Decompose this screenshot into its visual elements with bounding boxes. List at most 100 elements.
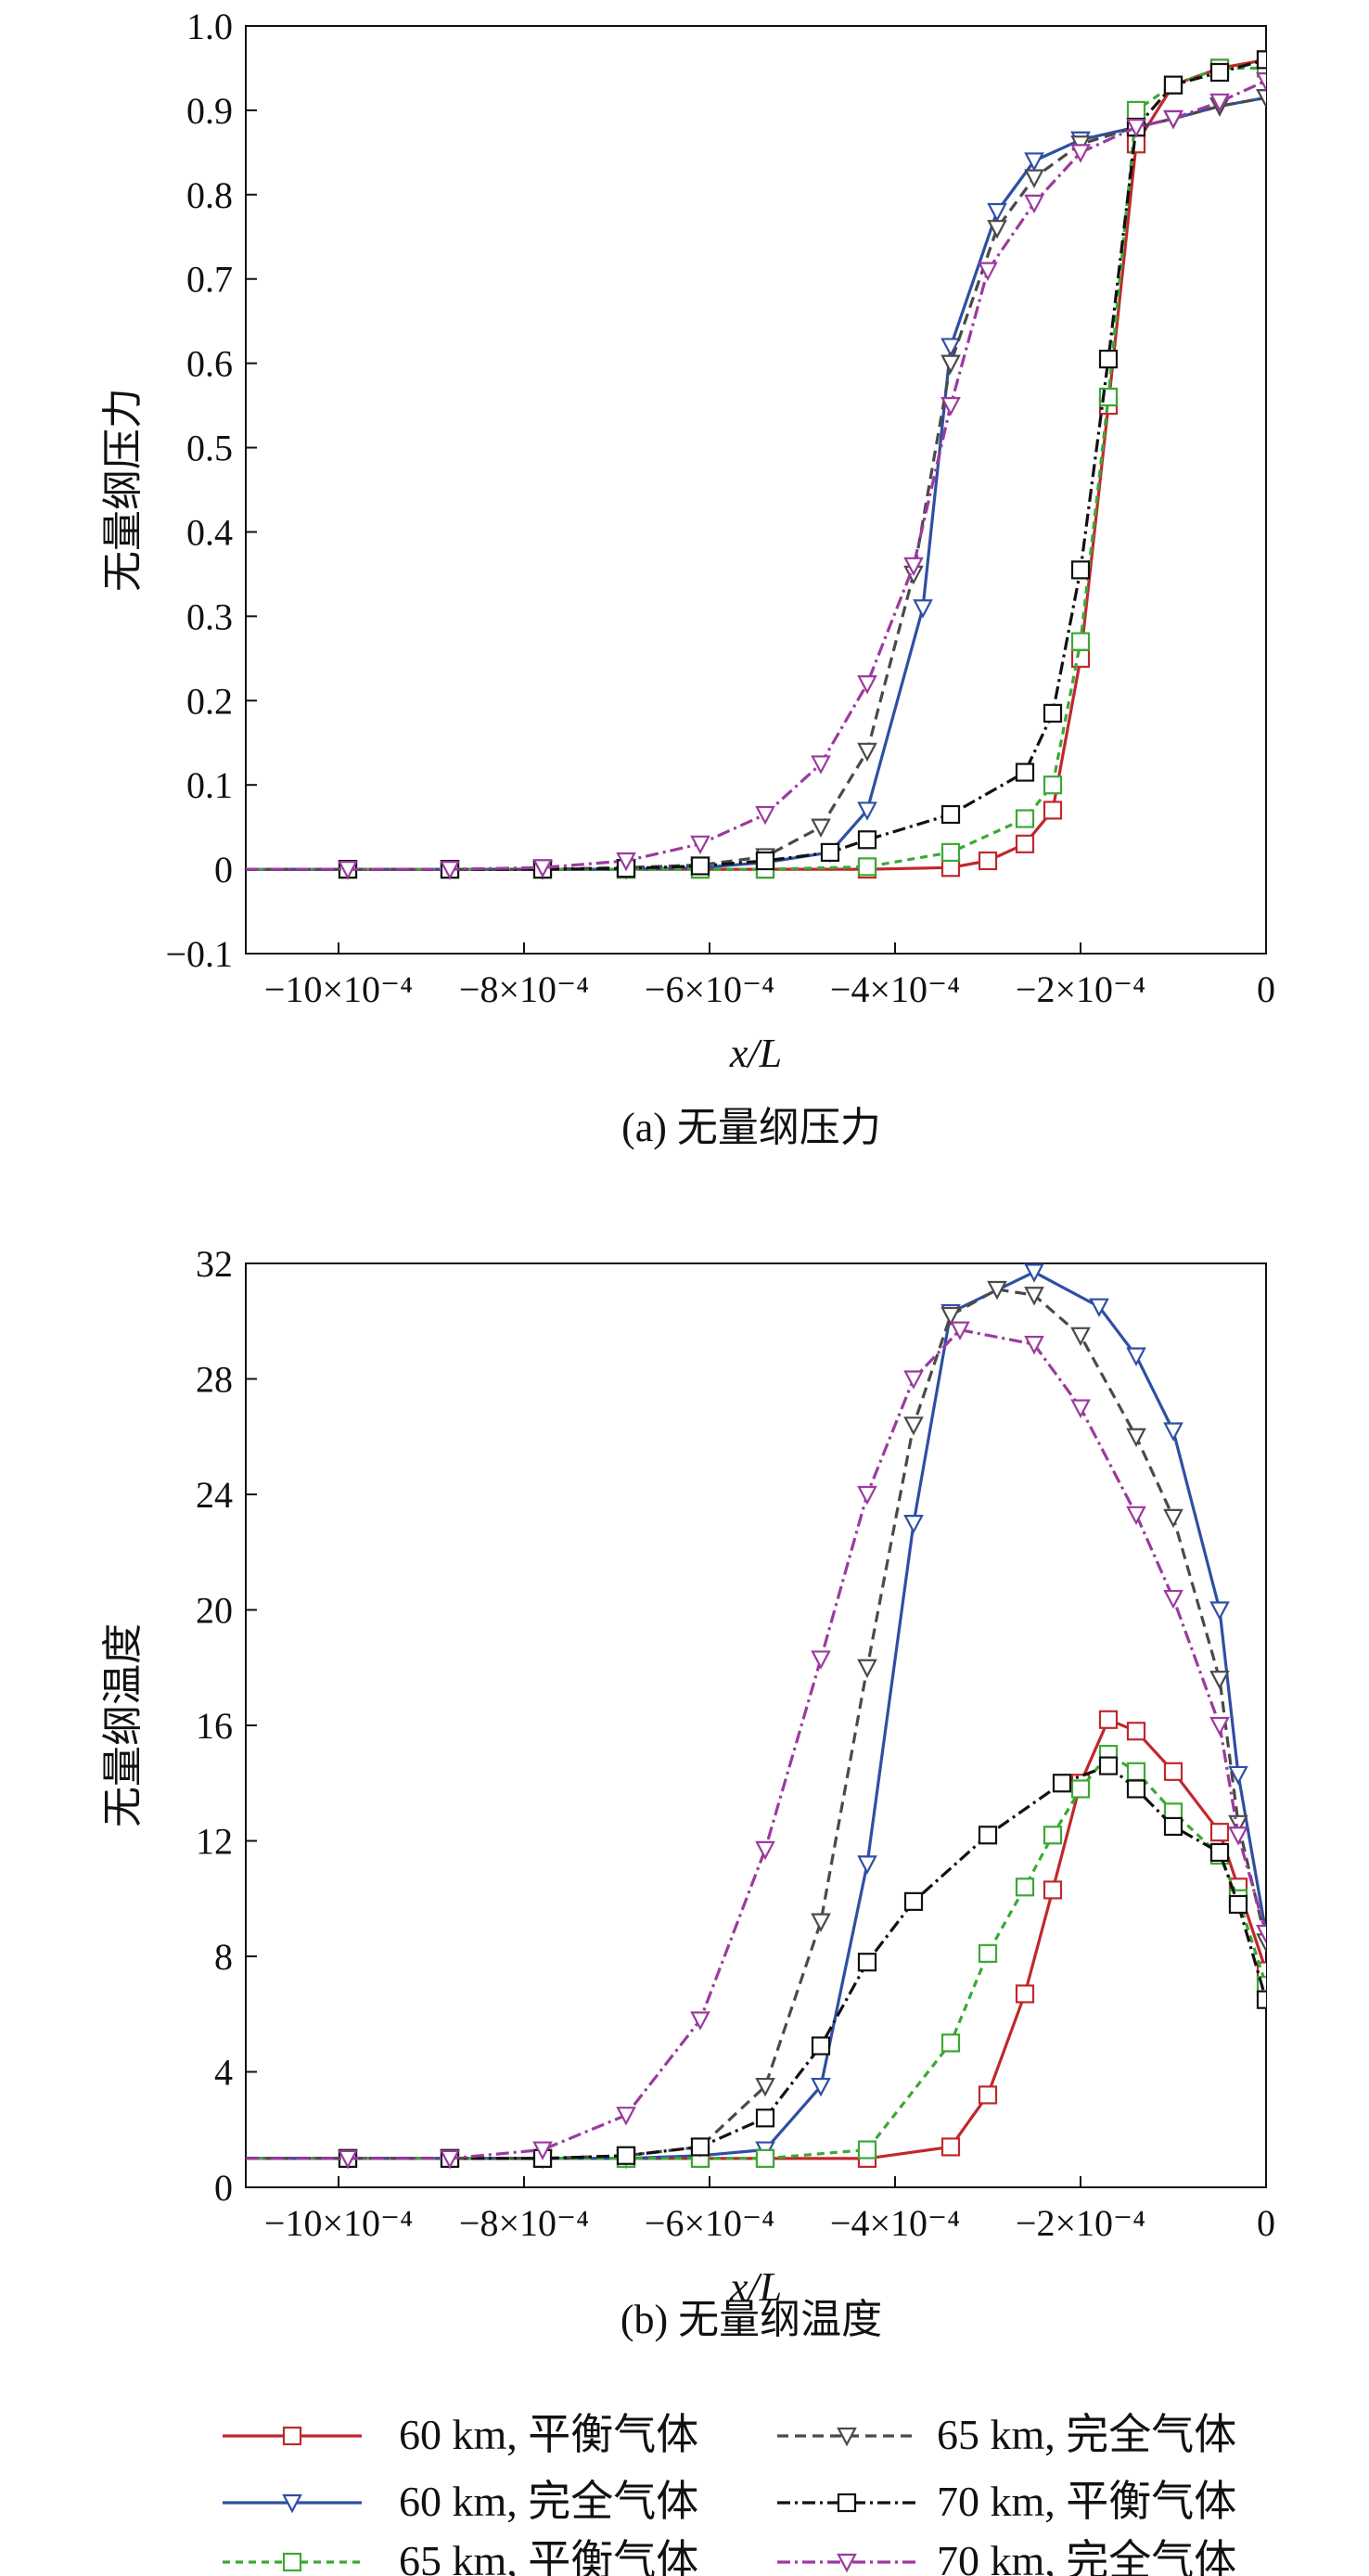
pressure-series-5-point (616, 852, 636, 872)
temperature-series-3-point (987, 1280, 1007, 1301)
temperature-series-5-point (1209, 1716, 1230, 1737)
temperature-series-5-point (338, 2149, 358, 2170)
temperature-series-4-point (1052, 1774, 1072, 1793)
legend-marker-2 (282, 2552, 302, 2572)
temperature-series-3-point (1163, 1508, 1183, 1529)
pressure-x-axis-label: x/L (729, 1031, 782, 1076)
temperature-y-tick-label: 0 (214, 2167, 233, 2209)
temperature-series-4-point (1098, 1756, 1119, 1775)
pressure-x-tick-label: −8×10⁻⁴ (459, 968, 589, 1010)
temperature-series-5-point (903, 1370, 924, 1390)
temperature-series-5-point (1256, 1925, 1266, 1944)
temperature-series-0-point (978, 2085, 998, 2105)
pressure-series-1-point (913, 599, 933, 619)
temperature-series-4-point (811, 2036, 831, 2056)
pressure-series-1-point (857, 801, 877, 821)
pressure-x-tick-label: −4×10⁻⁴ (830, 968, 960, 1010)
temperature-series-4-point (1228, 1894, 1248, 1915)
temperature-series-5-point (1228, 1826, 1248, 1846)
temperature-x-tick-label: −6×10⁻⁴ (645, 2202, 774, 2244)
legend-label-2: 65 km, 平衡气体 (399, 2537, 698, 2576)
pressure-series-3-point (811, 818, 831, 838)
legend: 60 km, 平衡气体 60 km, 完全气体 65 km, 平衡气体 65 km, … (223, 2411, 1236, 2576)
temperature-series-0-point (1163, 1762, 1183, 1781)
temperature-series-2-point (857, 2140, 877, 2159)
temperature-y-axis-label: 无量纲温度 (100, 1623, 146, 1827)
pressure-series-3-point (1256, 89, 1266, 109)
legend-marker-5 (837, 2553, 857, 2573)
temperature-series-2-point (940, 2033, 961, 2053)
pressure-y-tick-label: 0.9 (186, 90, 233, 132)
temperature-series-4-point (1256, 1990, 1266, 2009)
temperature-series-4-point (1209, 1842, 1230, 1863)
temperature-series-1-point (811, 2077, 831, 2097)
temperature-series-line-0 (246, 1718, 1266, 2160)
pressure-series-4-point (1256, 50, 1266, 70)
temperature-series-1-point (1089, 1298, 1109, 1318)
pressure-series-1-point (1024, 152, 1044, 172)
temperature-series-5-point (1126, 1506, 1146, 1526)
pressure-series-1-point (940, 338, 961, 357)
temperature-series-3-point (1024, 1287, 1044, 1306)
temperature-series-1-point (1163, 1422, 1183, 1442)
temperature-series-1-point (857, 1855, 877, 1875)
pressure-series-5-point (1070, 144, 1091, 163)
temperature-series-5-point (532, 2141, 553, 2160)
pressure-series-2-point (1070, 632, 1091, 651)
temperature-series-line-2 (246, 1752, 1266, 2160)
pressure-series-4-point (1098, 349, 1119, 369)
pressure-series-4-point (1163, 75, 1183, 95)
temperature-series-1-point (1209, 1601, 1230, 1621)
temperature-x-tick-label: −4×10⁻⁴ (830, 2202, 960, 2244)
pressure-y-tick-label: 0.4 (186, 511, 233, 553)
pressure-x-tick-label: −2×10⁻⁴ (1016, 968, 1145, 1010)
pressure-series-3-point (1024, 169, 1044, 188)
temperature-series-4-point (903, 1891, 924, 1911)
pressure-series-5-point (1209, 93, 1230, 113)
pressure-series-5-point (811, 755, 831, 775)
pressure-series-4-point (1015, 763, 1035, 782)
temperature-series-0-point (1098, 1710, 1119, 1729)
pressure-series-4-point (755, 851, 775, 871)
pressure-y-tick-label: 0.6 (186, 343, 233, 385)
temperature-series-line-4 (246, 1763, 1266, 2160)
pressure-x-tick-label: −10×10⁻⁴ (264, 968, 413, 1010)
pressure-series-5-point (690, 835, 710, 855)
pressure-series-line-1 (246, 96, 1266, 871)
temperature-series-4-point (857, 1953, 877, 1972)
temperature-series-3-point (1126, 1428, 1146, 1448)
temperature-series-2-point (1070, 1779, 1091, 1799)
temperature-series-3-point (857, 1659, 877, 1679)
temperature-series-5-point (857, 1485, 877, 1506)
pressure-y-axis-label: 无量纲压力 (100, 388, 146, 592)
pressure-series-1-point (987, 202, 1007, 223)
temperature-y-tick-label: 16 (196, 1705, 233, 1747)
temperature-series-4-point (1126, 1779, 1146, 1799)
temperature-series-3-point (940, 1306, 961, 1326)
temperature-series-4-point (690, 2137, 710, 2157)
temperature-series-5-point (811, 1650, 831, 1670)
pressure-series-5-point (755, 805, 775, 826)
temperature-series-3-point (1209, 1671, 1230, 1690)
legend-marker-1 (282, 2493, 302, 2514)
temperature-series-4-point (1163, 1816, 1183, 1837)
temperature-y-tick-label: 4 (214, 2052, 233, 2094)
temperature-series-0-point (940, 2137, 961, 2157)
pressure-series-5-point (1256, 71, 1266, 92)
temperature-series-0-point (1126, 1722, 1146, 1741)
temperature-series-1-point (1024, 1263, 1044, 1283)
pressure-series-line-4 (246, 58, 1266, 871)
temperature-x-tick-label: −2×10⁻⁴ (1016, 2202, 1145, 2244)
pressure-series-2-point (1126, 100, 1146, 121)
temperature-series-5-point (690, 2011, 710, 2031)
pressure-series-4-point (940, 804, 961, 825)
pressure-y-tick-label: 0.3 (186, 596, 233, 637)
pressure-series-4-point (820, 842, 840, 863)
pressure-series-line-2 (246, 66, 1266, 871)
temperature-series-4-point (755, 2108, 775, 2128)
pressure-y-tick-label: 1.0 (186, 6, 233, 47)
pressure-series-5-point (978, 262, 998, 281)
pressure-series-2-point (1043, 775, 1063, 795)
temperature-series-1-point (1228, 1765, 1248, 1786)
temperature-y-tick-label: 12 (196, 1821, 233, 1863)
